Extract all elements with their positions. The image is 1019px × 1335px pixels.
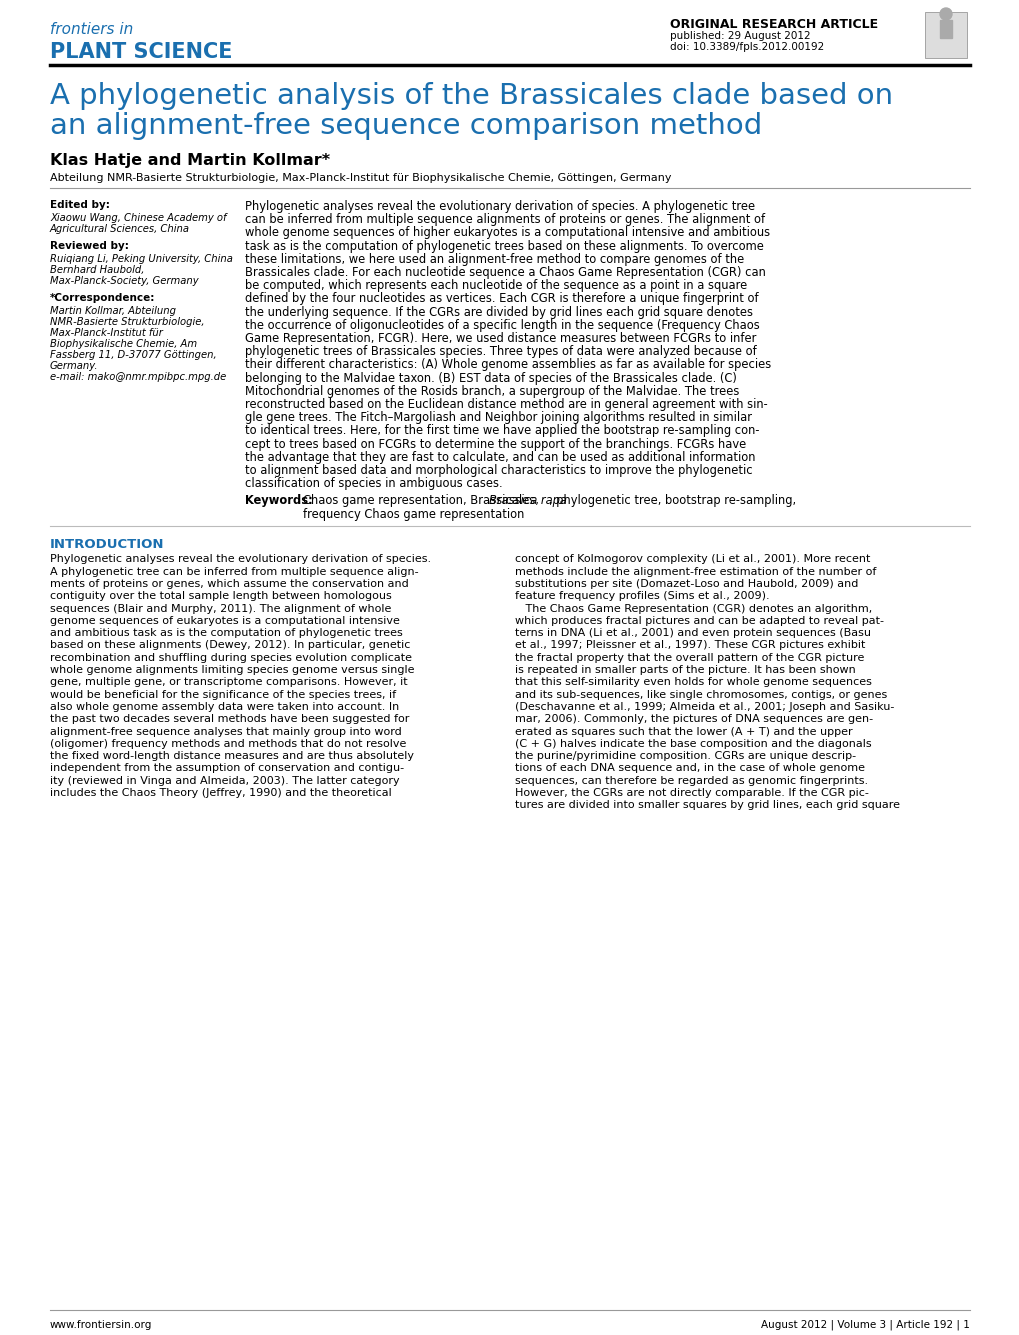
Text: be computed, which represents each nucleotide of the sequence as a point in a sq: be computed, which represents each nucle… [245, 279, 747, 292]
Text: Max-Planck-Institut für: Max-Planck-Institut für [50, 328, 163, 338]
Text: published: 29 August 2012: published: 29 August 2012 [669, 31, 810, 41]
Text: mar, 2006). Commonly, the pictures of DNA sequences are gen-: mar, 2006). Commonly, the pictures of DN… [515, 714, 872, 725]
Text: the occurrence of oligonucleotides of a specific length in the sequence (Frequen: the occurrence of oligonucleotides of a … [245, 319, 759, 332]
Text: Klas Hatje and Martin Kollmar*: Klas Hatje and Martin Kollmar* [50, 154, 330, 168]
Text: Germany.: Germany. [50, 360, 99, 371]
Text: also whole genome assembly data were taken into account. In: also whole genome assembly data were tak… [50, 702, 398, 712]
Text: recombination and shuffling during species evolution complicate: recombination and shuffling during speci… [50, 653, 412, 662]
Text: reconstructed based on the Euclidean distance method are in general agreement wi: reconstructed based on the Euclidean dis… [245, 398, 767, 411]
Text: sequences, can therefore be regarded as genomic fingerprints.: sequences, can therefore be regarded as … [515, 776, 867, 786]
Text: substitutions per site (Domazet-Loso and Haubold, 2009) and: substitutions per site (Domazet-Loso and… [515, 579, 858, 589]
Text: that this self-similarity even holds for whole genome sequences: that this self-similarity even holds for… [515, 677, 871, 688]
Text: the purine/pyrimidine composition. CGRs are unique descrip-: the purine/pyrimidine composition. CGRs … [515, 752, 855, 761]
Text: these limitations, we here used an alignment-free method to compare genomes of t: these limitations, we here used an align… [245, 252, 744, 266]
Text: genome sequences of eukaryotes is a computational intensive: genome sequences of eukaryotes is a comp… [50, 615, 399, 626]
Text: (C + G) halves indicate the base composition and the diagonals: (C + G) halves indicate the base composi… [515, 738, 871, 749]
Text: doi: 10.3389/fpls.2012.00192: doi: 10.3389/fpls.2012.00192 [669, 41, 823, 52]
Text: PLANT SCIENCE: PLANT SCIENCE [50, 41, 232, 61]
Text: ORIGINAL RESEARCH ARTICLE: ORIGINAL RESEARCH ARTICLE [669, 17, 877, 31]
Text: whole genome alignments limiting species genome versus single: whole genome alignments limiting species… [50, 665, 414, 676]
Text: Biophysikalische Chemie, Am: Biophysikalische Chemie, Am [50, 339, 197, 348]
Text: ity (reviewed in Vinga and Almeida, 2003). The latter category: ity (reviewed in Vinga and Almeida, 2003… [50, 776, 399, 786]
Text: frontiers in: frontiers in [50, 21, 133, 37]
Text: task as is the computation of phylogenetic trees based on these alignments. To o: task as is the computation of phylogenet… [245, 239, 763, 252]
Text: Keywords:: Keywords: [245, 494, 317, 507]
Text: tions of each DNA sequence and, in the case of whole genome: tions of each DNA sequence and, in the c… [515, 764, 864, 773]
Text: However, the CGRs are not directly comparable. If the CGR pic-: However, the CGRs are not directly compa… [515, 788, 868, 798]
Text: phylogenetic trees of Brassicales species. Three types of data were analyzed bec: phylogenetic trees of Brassicales specie… [245, 346, 756, 358]
Text: belonging to the Malvidae taxon. (B) EST data of species of the Brassicales clad: belonging to the Malvidae taxon. (B) EST… [245, 371, 736, 384]
Text: which produces fractal pictures and can be adapted to reveal pat-: which produces fractal pictures and can … [515, 615, 883, 626]
Text: Bernhard Haubold,: Bernhard Haubold, [50, 266, 145, 275]
Text: concept of Kolmogorov complexity (Li et al., 2001). More recent: concept of Kolmogorov complexity (Li et … [515, 554, 869, 565]
Text: gene, multiple gene, or transcriptome comparisons. However, it: gene, multiple gene, or transcriptome co… [50, 677, 408, 688]
Text: tures are divided into smaller squares by grid lines, each grid square: tures are divided into smaller squares b… [515, 801, 899, 810]
Bar [940, 20, 951, 37]
Text: cept to trees based on FCGRs to determine the support of the branchings. FCGRs h: cept to trees based on FCGRs to determin… [245, 438, 746, 451]
Text: Chaos game representation, Brassicales,: Chaos game representation, Brassicales, [303, 494, 542, 507]
Text: whole genome sequences of higher eukaryotes is a computational intensive and amb: whole genome sequences of higher eukaryo… [245, 227, 769, 239]
Text: methods include the alignment-free estimation of the number of: methods include the alignment-free estim… [515, 566, 875, 577]
Text: the fixed word-length distance measures and are thus absolutely: the fixed word-length distance measures … [50, 752, 414, 761]
Text: The Chaos Game Representation (CGR) denotes an algorithm,: The Chaos Game Representation (CGR) deno… [515, 603, 871, 614]
Text: Brassica rapa: Brassica rapa [488, 494, 567, 507]
Text: NMR-Basierte Strukturbiologie,: NMR-Basierte Strukturbiologie, [50, 316, 204, 327]
Text: Max-Planck-Society, Germany: Max-Planck-Society, Germany [50, 276, 199, 286]
Text: defined by the four nucleotides as vertices. Each CGR is therefore a unique fing: defined by the four nucleotides as verti… [245, 292, 758, 306]
Text: and its sub-sequences, like single chromosomes, contigs, or genes: and its sub-sequences, like single chrom… [515, 690, 887, 700]
Text: an alignment-free sequence comparison method: an alignment-free sequence comparison me… [50, 112, 761, 140]
Text: August 2012 | Volume 3 | Article 192 | 1: August 2012 | Volume 3 | Article 192 | 1 [760, 1320, 969, 1331]
Text: INTRODUCTION: INTRODUCTION [50, 538, 164, 551]
Text: Abteilung NMR-Basierte Strukturbiologie, Max-Planck-Institut für Biophysikalisch: Abteilung NMR-Basierte Strukturbiologie,… [50, 174, 671, 183]
Text: the past two decades several methods have been suggested for: the past two decades several methods hav… [50, 714, 409, 725]
Text: e-mail: mako@nmr.mpibpc.mpg.de: e-mail: mako@nmr.mpibpc.mpg.de [50, 372, 226, 382]
Text: erated as squares such that the lower (A + T) and the upper: erated as squares such that the lower (A… [515, 726, 852, 737]
Text: their different characteristics: (A) Whole genome assemblies as far as available: their different characteristics: (A) Who… [245, 358, 770, 371]
Text: Ruiqiang Li, Peking University, China: Ruiqiang Li, Peking University, China [50, 254, 232, 264]
Text: to identical trees. Here, for the first time we have applied the bootstrap re-sa: to identical trees. Here, for the first … [245, 425, 759, 438]
Text: *Correspondence:: *Correspondence: [50, 292, 155, 303]
Text: frequency Chaos game representation: frequency Chaos game representation [303, 507, 524, 521]
Text: Brassicales clade. For each nucleotide sequence a Chaos Game Representation (CGR: Brassicales clade. For each nucleotide s… [245, 266, 765, 279]
Text: and ambitious task as is the computation of phylogenetic trees: and ambitious task as is the computation… [50, 629, 403, 638]
Text: (Deschavanne et al., 1999; Almeida et al., 2001; Joseph and Sasiku-: (Deschavanne et al., 1999; Almeida et al… [515, 702, 894, 712]
Text: Phylogenetic analyses reveal the evolutionary derivation of species. A phylogene: Phylogenetic analyses reveal the evoluti… [245, 200, 754, 214]
Text: the underlying sequence. If the CGRs are divided by grid lines each grid square : the underlying sequence. If the CGRs are… [245, 306, 752, 319]
Text: Edited by:: Edited by: [50, 200, 110, 210]
Text: the advantage that they are fast to calculate, and can be used as additional inf: the advantage that they are fast to calc… [245, 451, 755, 463]
Text: et al., 1997; Pleissner et al., 1997). These CGR pictures exhibit: et al., 1997; Pleissner et al., 1997). T… [515, 641, 864, 650]
Text: can be inferred from multiple sequence alignments of proteins or genes. The alig: can be inferred from multiple sequence a… [245, 214, 764, 226]
Text: Game Representation, FCGR). Here, we used distance measures between FCGRs to inf: Game Representation, FCGR). Here, we use… [245, 332, 756, 344]
Text: based on these alignments (Dewey, 2012). In particular, genetic: based on these alignments (Dewey, 2012).… [50, 641, 410, 650]
Text: Martin Kollmar, Abteilung: Martin Kollmar, Abteilung [50, 306, 176, 316]
Text: Reviewed by:: Reviewed by: [50, 242, 128, 251]
Text: A phylogenetic tree can be inferred from multiple sequence align-: A phylogenetic tree can be inferred from… [50, 566, 418, 577]
Text: ments of proteins or genes, which assume the conservation and: ments of proteins or genes, which assume… [50, 579, 409, 589]
Text: alignment-free sequence analyses that mainly group into word: alignment-free sequence analyses that ma… [50, 726, 401, 737]
Text: (oligomer) frequency methods and methods that do not resolve: (oligomer) frequency methods and methods… [50, 738, 406, 749]
Text: terns in DNA (Li et al., 2001) and even protein sequences (Basu: terns in DNA (Li et al., 2001) and even … [515, 629, 870, 638]
Text: sequences (Blair and Murphy, 2011). The alignment of whole: sequences (Blair and Murphy, 2011). The … [50, 603, 391, 614]
Text: A phylogenetic analysis of the Brassicales clade based on: A phylogenetic analysis of the Brassical… [50, 81, 893, 109]
Text: feature frequency profiles (Sims et al., 2009).: feature frequency profiles (Sims et al.,… [515, 591, 769, 601]
Text: the fractal property that the overall pattern of the CGR picture: the fractal property that the overall pa… [515, 653, 863, 662]
Text: www.frontiersin.org: www.frontiersin.org [50, 1320, 152, 1330]
Text: independent from the assumption of conservation and contigu-: independent from the assumption of conse… [50, 764, 404, 773]
FancyBboxPatch shape [924, 12, 966, 57]
Text: includes the Chaos Theory (Jeffrey, 1990) and the theoretical: includes the Chaos Theory (Jeffrey, 1990… [50, 788, 391, 798]
Text: , phylogenetic tree, bootstrap re-sampling,: , phylogenetic tree, bootstrap re-sampli… [549, 494, 796, 507]
Text: Agricultural Sciences, China: Agricultural Sciences, China [50, 224, 190, 234]
Text: to alignment based data and morphological characteristics to improve the phyloge: to alignment based data and morphologica… [245, 465, 752, 477]
Text: Mitochondrial genomes of the Rosids branch, a supergroup of the Malvidae. The tr: Mitochondrial genomes of the Rosids bran… [245, 384, 739, 398]
Text: gle gene trees. The Fitch–Margoliash and Neighbor joining algorithms resulted in: gle gene trees. The Fitch–Margoliash and… [245, 411, 751, 425]
Circle shape [940, 8, 951, 20]
Text: Fassberg 11, D-37077 Göttingen,: Fassberg 11, D-37077 Göttingen, [50, 350, 216, 360]
Text: is repeated in smaller parts of the picture. It has been shown: is repeated in smaller parts of the pict… [515, 665, 855, 676]
Text: Xiaowu Wang, Chinese Academy of: Xiaowu Wang, Chinese Academy of [50, 214, 226, 223]
Text: classification of species in ambiguous cases.: classification of species in ambiguous c… [245, 477, 502, 490]
Text: would be beneficial for the significance of the species trees, if: would be beneficial for the significance… [50, 690, 395, 700]
Text: contiguity over the total sample length between homologous: contiguity over the total sample length … [50, 591, 391, 601]
Text: Phylogenetic analyses reveal the evolutionary derivation of species.: Phylogenetic analyses reveal the evoluti… [50, 554, 431, 565]
